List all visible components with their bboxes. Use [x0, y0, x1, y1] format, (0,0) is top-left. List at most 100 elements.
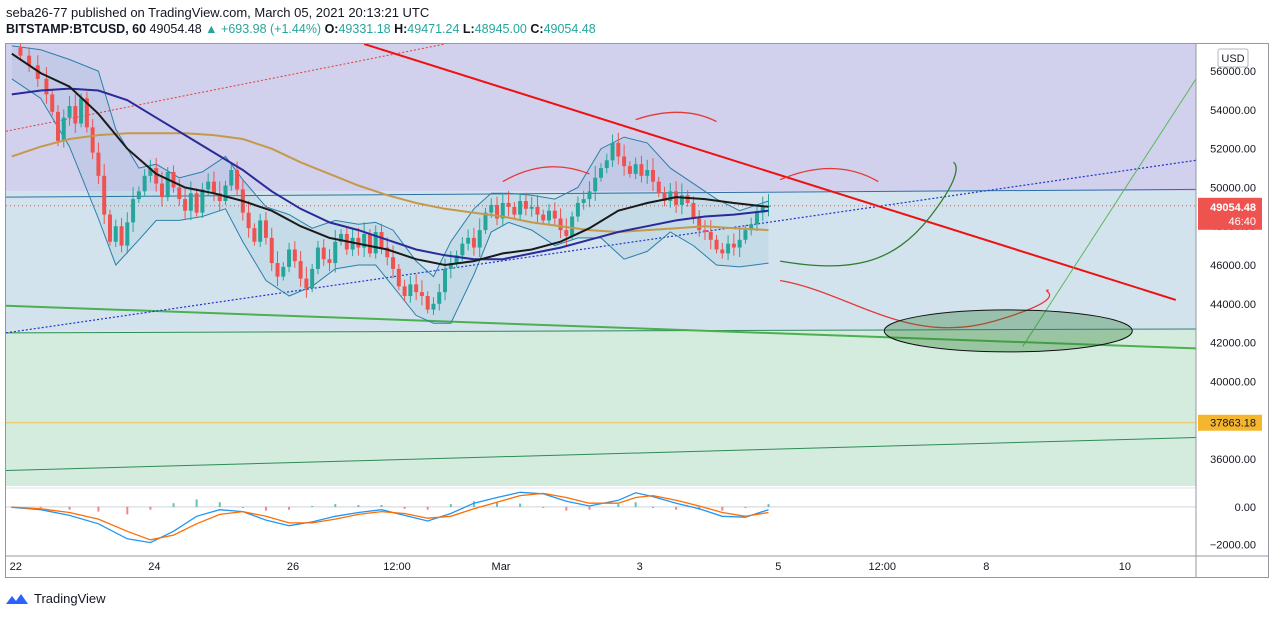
candle — [217, 181, 222, 211]
candle-body — [414, 284, 419, 293]
arrow-arc-1 — [502, 166, 590, 183]
lower-zone — [6, 330, 1196, 486]
x-tick-label: 24 — [148, 561, 160, 573]
x-tick-label: 22 — [10, 561, 22, 573]
macd-histogram-bar — [744, 506, 747, 508]
candle-body — [102, 175, 107, 215]
candle-body — [419, 292, 424, 297]
candle — [610, 134, 615, 167]
candle — [599, 163, 603, 182]
candle — [165, 167, 170, 202]
candle — [466, 229, 471, 251]
symbol[interactable]: BITSTAMP:BTCUSD, 60 — [6, 22, 147, 36]
candle — [541, 209, 546, 225]
candle-body — [281, 266, 286, 277]
candle-body — [304, 278, 309, 289]
candle-body — [275, 263, 280, 277]
rising-dotted-trendline — [6, 159, 1196, 334]
candle-body — [720, 249, 725, 254]
candle-body — [477, 230, 482, 248]
rising-green-line — [1022, 78, 1196, 347]
macd-pane — [6, 491, 1196, 544]
candle — [113, 219, 118, 248]
candle-body — [512, 206, 517, 215]
macd-histogram-bar — [721, 506, 724, 511]
candle-body — [489, 204, 494, 213]
candle-body — [61, 117, 66, 141]
target-zone-ellipse — [883, 309, 1133, 353]
candle-body — [373, 232, 378, 254]
ma-100 — [11, 87, 769, 261]
candle-body — [471, 237, 476, 248]
x-tick-label: 5 — [775, 561, 781, 573]
y-tick-label: 56000.00 — [1210, 66, 1256, 78]
y-tick-label: 44000.00 — [1210, 299, 1256, 311]
candle-body — [391, 257, 396, 269]
brand-name[interactable]: TradingView — [34, 591, 106, 606]
candle-body — [119, 226, 124, 246]
candle-body — [737, 239, 742, 248]
candle — [18, 44, 23, 61]
open-label: O: — [324, 22, 339, 36]
macd-signal-line — [11, 492, 769, 541]
candle — [194, 188, 199, 217]
candle — [315, 240, 320, 275]
macd-histogram-bar — [426, 506, 429, 510]
candle-body — [460, 243, 465, 256]
candle-body — [292, 249, 297, 262]
candle-body — [743, 230, 748, 240]
level-label: 37863.18 — [1210, 418, 1256, 430]
candle-body — [697, 218, 702, 231]
close-value: 49054.48 — [543, 22, 596, 36]
chart-frame[interactable] — [5, 43, 1269, 578]
candle — [697, 210, 702, 237]
bullish-projection-arrow — [779, 161, 957, 267]
candle-body — [339, 233, 344, 242]
candle-body — [570, 216, 575, 236]
candle-body — [107, 214, 112, 242]
candle — [471, 227, 476, 256]
candle — [258, 213, 263, 248]
candle-body — [564, 230, 569, 236]
tradingview-logo-icon[interactable] — [6, 592, 28, 606]
upper-dotted-trendline — [6, 44, 446, 132]
candle — [211, 171, 216, 202]
candle — [523, 192, 528, 216]
candle — [385, 237, 390, 266]
candle-body — [235, 170, 240, 190]
candle — [148, 159, 153, 183]
x-tick-label: 3 — [637, 561, 643, 573]
candle — [604, 153, 609, 174]
candle — [200, 182, 205, 218]
currency-box — [1217, 48, 1249, 68]
candle — [656, 176, 661, 198]
candle-body — [269, 237, 274, 264]
candle — [627, 161, 632, 178]
last-price: 49054.48 — [149, 22, 202, 36]
candle — [512, 201, 517, 219]
candle — [79, 93, 84, 128]
candle-body — [749, 224, 754, 231]
candle — [581, 190, 586, 210]
candle-body — [159, 183, 164, 198]
lower-support-line — [6, 437, 1196, 471]
candle — [702, 220, 707, 241]
candle — [84, 91, 89, 133]
candle — [754, 204, 759, 231]
candle-body — [506, 202, 511, 207]
candle — [760, 196, 765, 221]
currency-label: USD — [1221, 53, 1244, 65]
macd-histogram-bar — [68, 506, 71, 510]
candle — [477, 218, 482, 258]
x-tick-label: 26 — [287, 561, 299, 573]
candle-body — [315, 247, 320, 269]
candle — [437, 283, 442, 311]
y-tick-label: 36000.00 — [1210, 454, 1256, 466]
candle-body — [668, 191, 673, 202]
candle — [27, 47, 32, 72]
candle — [419, 280, 424, 306]
macd-histogram-bar — [380, 505, 383, 507]
y-tick-label: 50000.00 — [1210, 182, 1256, 194]
candle — [552, 202, 557, 226]
